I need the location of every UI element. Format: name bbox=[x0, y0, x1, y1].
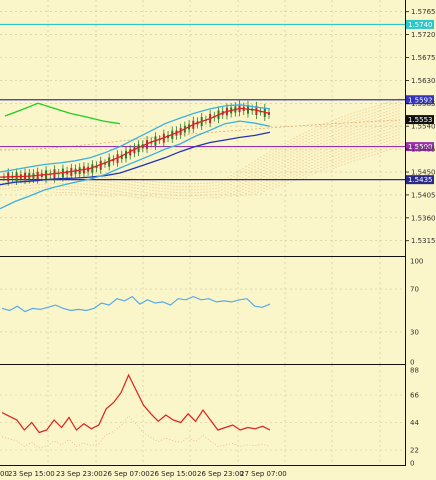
price-axis: 1.5765 1.5720 1.5675 1.5630 1.5585 1.5540 1.54… bbox=[405, 8, 436, 245]
price-tick-label-3: 1.5630 bbox=[411, 77, 436, 85]
candle-23 bbox=[99, 156, 102, 174]
time-label-0: 00 bbox=[0, 470, 9, 478]
price-levels: 1.5740 1.5592 1.5500 1.5435 1.5553 bbox=[0, 19, 434, 185]
candle-body-24 bbox=[103, 163, 106, 165]
level-tag-label-2: 1.5500 bbox=[408, 143, 433, 151]
price-series-line-2 bbox=[0, 120, 271, 210]
osc1-tick-label-2: 30 bbox=[410, 328, 419, 336]
osc1-axis: 100 70 30 0 bbox=[410, 258, 423, 367]
candle-body-22 bbox=[95, 165, 98, 169]
level-tag-2 bbox=[406, 142, 434, 152]
time-label-3: 26 Sep 07:00 bbox=[103, 470, 150, 478]
last-price-tag bbox=[406, 115, 434, 125]
candle-body-30 bbox=[129, 149, 132, 156]
osc1-line bbox=[1, 295, 271, 313]
candle-body-29 bbox=[124, 150, 127, 159]
candle-body-31 bbox=[133, 147, 136, 154]
time-axis: 00 23 Sep 15:00 23 Sep 23:00 26 Sep 07:00 26… bbox=[0, 470, 287, 478]
price-tick-label-8: 1.5405 bbox=[411, 191, 436, 199]
candle-30 bbox=[129, 145, 132, 160]
price-series-line-1 bbox=[0, 131, 271, 186]
candle-27 bbox=[116, 150, 119, 167]
level-tag-label-3: 1.5435 bbox=[408, 176, 433, 184]
time-label-2: 23 Sep 23:00 bbox=[56, 470, 103, 478]
time-label-1: 23 Sep 15:00 bbox=[8, 470, 55, 478]
price-series-line-3 bbox=[0, 104, 271, 173]
oscillator-2-panel[interactable]: 88 66 44 22 0 bbox=[0, 365, 419, 468]
level-tag-0 bbox=[406, 19, 434, 29]
price-tick-label-5: 1.5540 bbox=[411, 123, 436, 131]
level-tag-1 bbox=[406, 95, 434, 105]
candle-29 bbox=[124, 146, 127, 163]
candle-body-23 bbox=[99, 160, 102, 170]
level-tag-label-0: 1.5740 bbox=[408, 21, 433, 29]
osc2-tick-label-2: 44 bbox=[410, 419, 419, 427]
level-tag-label-1: 1.5592 bbox=[408, 96, 433, 104]
time-label-5: 26 Sep 23:00 bbox=[197, 470, 244, 478]
candle-26 bbox=[112, 155, 115, 166]
candle-body-26 bbox=[112, 159, 115, 162]
price-tick-label-9: 1.5360 bbox=[411, 214, 436, 222]
osc2-tick-label-1: 66 bbox=[410, 392, 419, 400]
candle-31 bbox=[133, 143, 136, 158]
price-tick-label-10: 1.5315 bbox=[411, 237, 436, 245]
price-series-line-4 bbox=[4, 102, 121, 125]
osc2-tick-label-4: 0 bbox=[410, 460, 414, 468]
osc2-axis: 88 66 44 22 0 bbox=[410, 367, 419, 468]
osc2-tick-label-3: 22 bbox=[410, 447, 419, 455]
time-label-4: 26 Sep 15:00 bbox=[150, 470, 197, 478]
cloud-upper-edge bbox=[0, 119, 401, 151]
candle-body-25 bbox=[108, 157, 111, 167]
price-lines bbox=[0, 102, 271, 210]
price-tick-label-1: 1.5720 bbox=[411, 31, 436, 39]
candle-25 bbox=[108, 153, 111, 171]
price-tick-label-6: 1.5495 bbox=[411, 146, 436, 154]
price-tick-label-4: 1.5585 bbox=[411, 100, 436, 108]
price-series-line-0 bbox=[0, 107, 271, 178]
osc2-line bbox=[1, 373, 271, 434]
level-tag-3 bbox=[406, 175, 434, 185]
candle-body-21 bbox=[91, 164, 94, 173]
candle-body-28 bbox=[120, 154, 123, 159]
time-label-6: 27 Sep 07:00 bbox=[240, 470, 287, 478]
osc1-tick-label-0: 100 bbox=[410, 258, 423, 266]
last-price-label: 1.5553 bbox=[408, 116, 433, 124]
candle-24 bbox=[103, 159, 106, 168]
candle-22 bbox=[95, 161, 98, 173]
price-tick-label-7: 1.5450 bbox=[411, 169, 436, 177]
candle-21 bbox=[91, 160, 94, 177]
candle-body-27 bbox=[116, 154, 119, 163]
osc2-tick-label-0: 88 bbox=[410, 367, 419, 375]
price-tick-label-0: 1.5765 bbox=[411, 8, 436, 16]
candle-28 bbox=[120, 150, 123, 163]
osc1-tick-label-1: 70 bbox=[410, 286, 419, 294]
osc1-tick-label-3: 0 bbox=[410, 359, 414, 367]
price-tick-label-2: 1.5675 bbox=[411, 54, 436, 62]
oscillator-1-panel[interactable]: 100 70 30 0 bbox=[0, 257, 423, 367]
